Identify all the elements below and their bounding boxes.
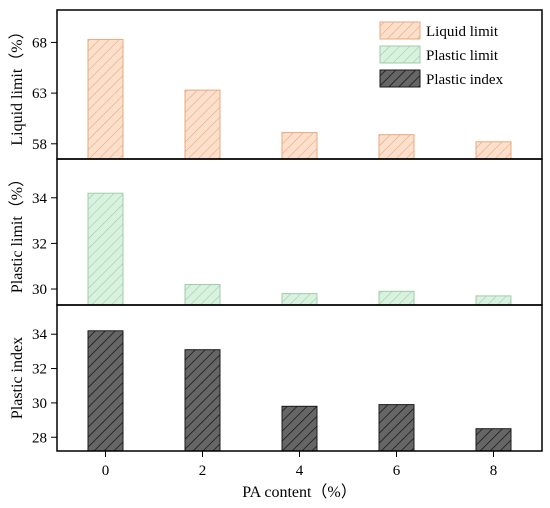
bar-2-3 [378, 404, 415, 452]
y-axis-title-0: Liquid limit（%） [8, 23, 26, 145]
bar-1-3 [378, 290, 415, 306]
y-tick-label-0-0: 58 [32, 137, 47, 153]
bar-1-1 [184, 284, 221, 306]
y-tick-label-2-1: 30 [32, 396, 47, 412]
bar-0-3 [378, 134, 415, 160]
bar-2-4 [475, 428, 512, 452]
legend-swatch-1 [379, 45, 421, 64]
y-tick-label-1-1: 32 [32, 236, 47, 252]
x-tick-label-0: 0 [102, 463, 110, 479]
x-tick-label-2: 4 [296, 463, 304, 479]
legend-label-2: Plastic index [426, 72, 504, 88]
x-axis: 0 2 4 6 8 [102, 451, 498, 479]
panel-2: 28 30 32 34 Plastic index [9, 304, 543, 452]
y-tick-label-1-0: 30 [32, 282, 47, 298]
panel-1: 30 32 34 Plastic limit（%） [8, 158, 543, 306]
y-tick-label-2-2: 32 [32, 362, 47, 378]
panel-0: 58 63 68 Liquid limit（%） [8, 9, 543, 160]
bar-0-0 [87, 38, 124, 160]
y-tick-label-2-0: 28 [32, 430, 47, 446]
legend-label-1: Plastic limit [426, 48, 499, 64]
legend: Liquid limit Plastic limit Plastic index [379, 21, 504, 88]
bar-0-2 [281, 132, 318, 160]
x-tick-label-4: 8 [490, 463, 498, 479]
bar-2-0 [87, 330, 124, 452]
y-tick-label-0-1: 63 [32, 86, 47, 102]
chart-panels: 58 63 68 Liquid limit（%） 30 32 34 Plastic limit… [8, 9, 543, 452]
bar-1-2 [281, 293, 318, 306]
bar-2-2 [281, 405, 318, 452]
legend-swatch-0 [379, 21, 421, 40]
bar-1-0 [87, 192, 124, 306]
legend-swatch-2 [379, 69, 421, 88]
y-tick-label-2-3: 34 [32, 327, 48, 343]
y-tick-label-1-2: 34 [32, 191, 48, 207]
x-tick-label-1: 2 [199, 463, 207, 479]
x-tick-label-3: 6 [393, 463, 401, 479]
y-axis-title-2: Plastic index [9, 337, 26, 419]
bar-2-1 [184, 349, 221, 452]
legend-label-0: Liquid limit [426, 24, 499, 40]
y-axis-title-1: Plastic limit（%） [8, 171, 26, 293]
y-tick-label-0-2: 68 [32, 35, 47, 51]
bar-0-4 [475, 141, 512, 160]
bar-0-1 [184, 89, 221, 160]
x-axis-title: PA content（%） [242, 483, 357, 501]
bar-1-4 [475, 295, 512, 306]
panel-frame-1 [56, 158, 543, 306]
